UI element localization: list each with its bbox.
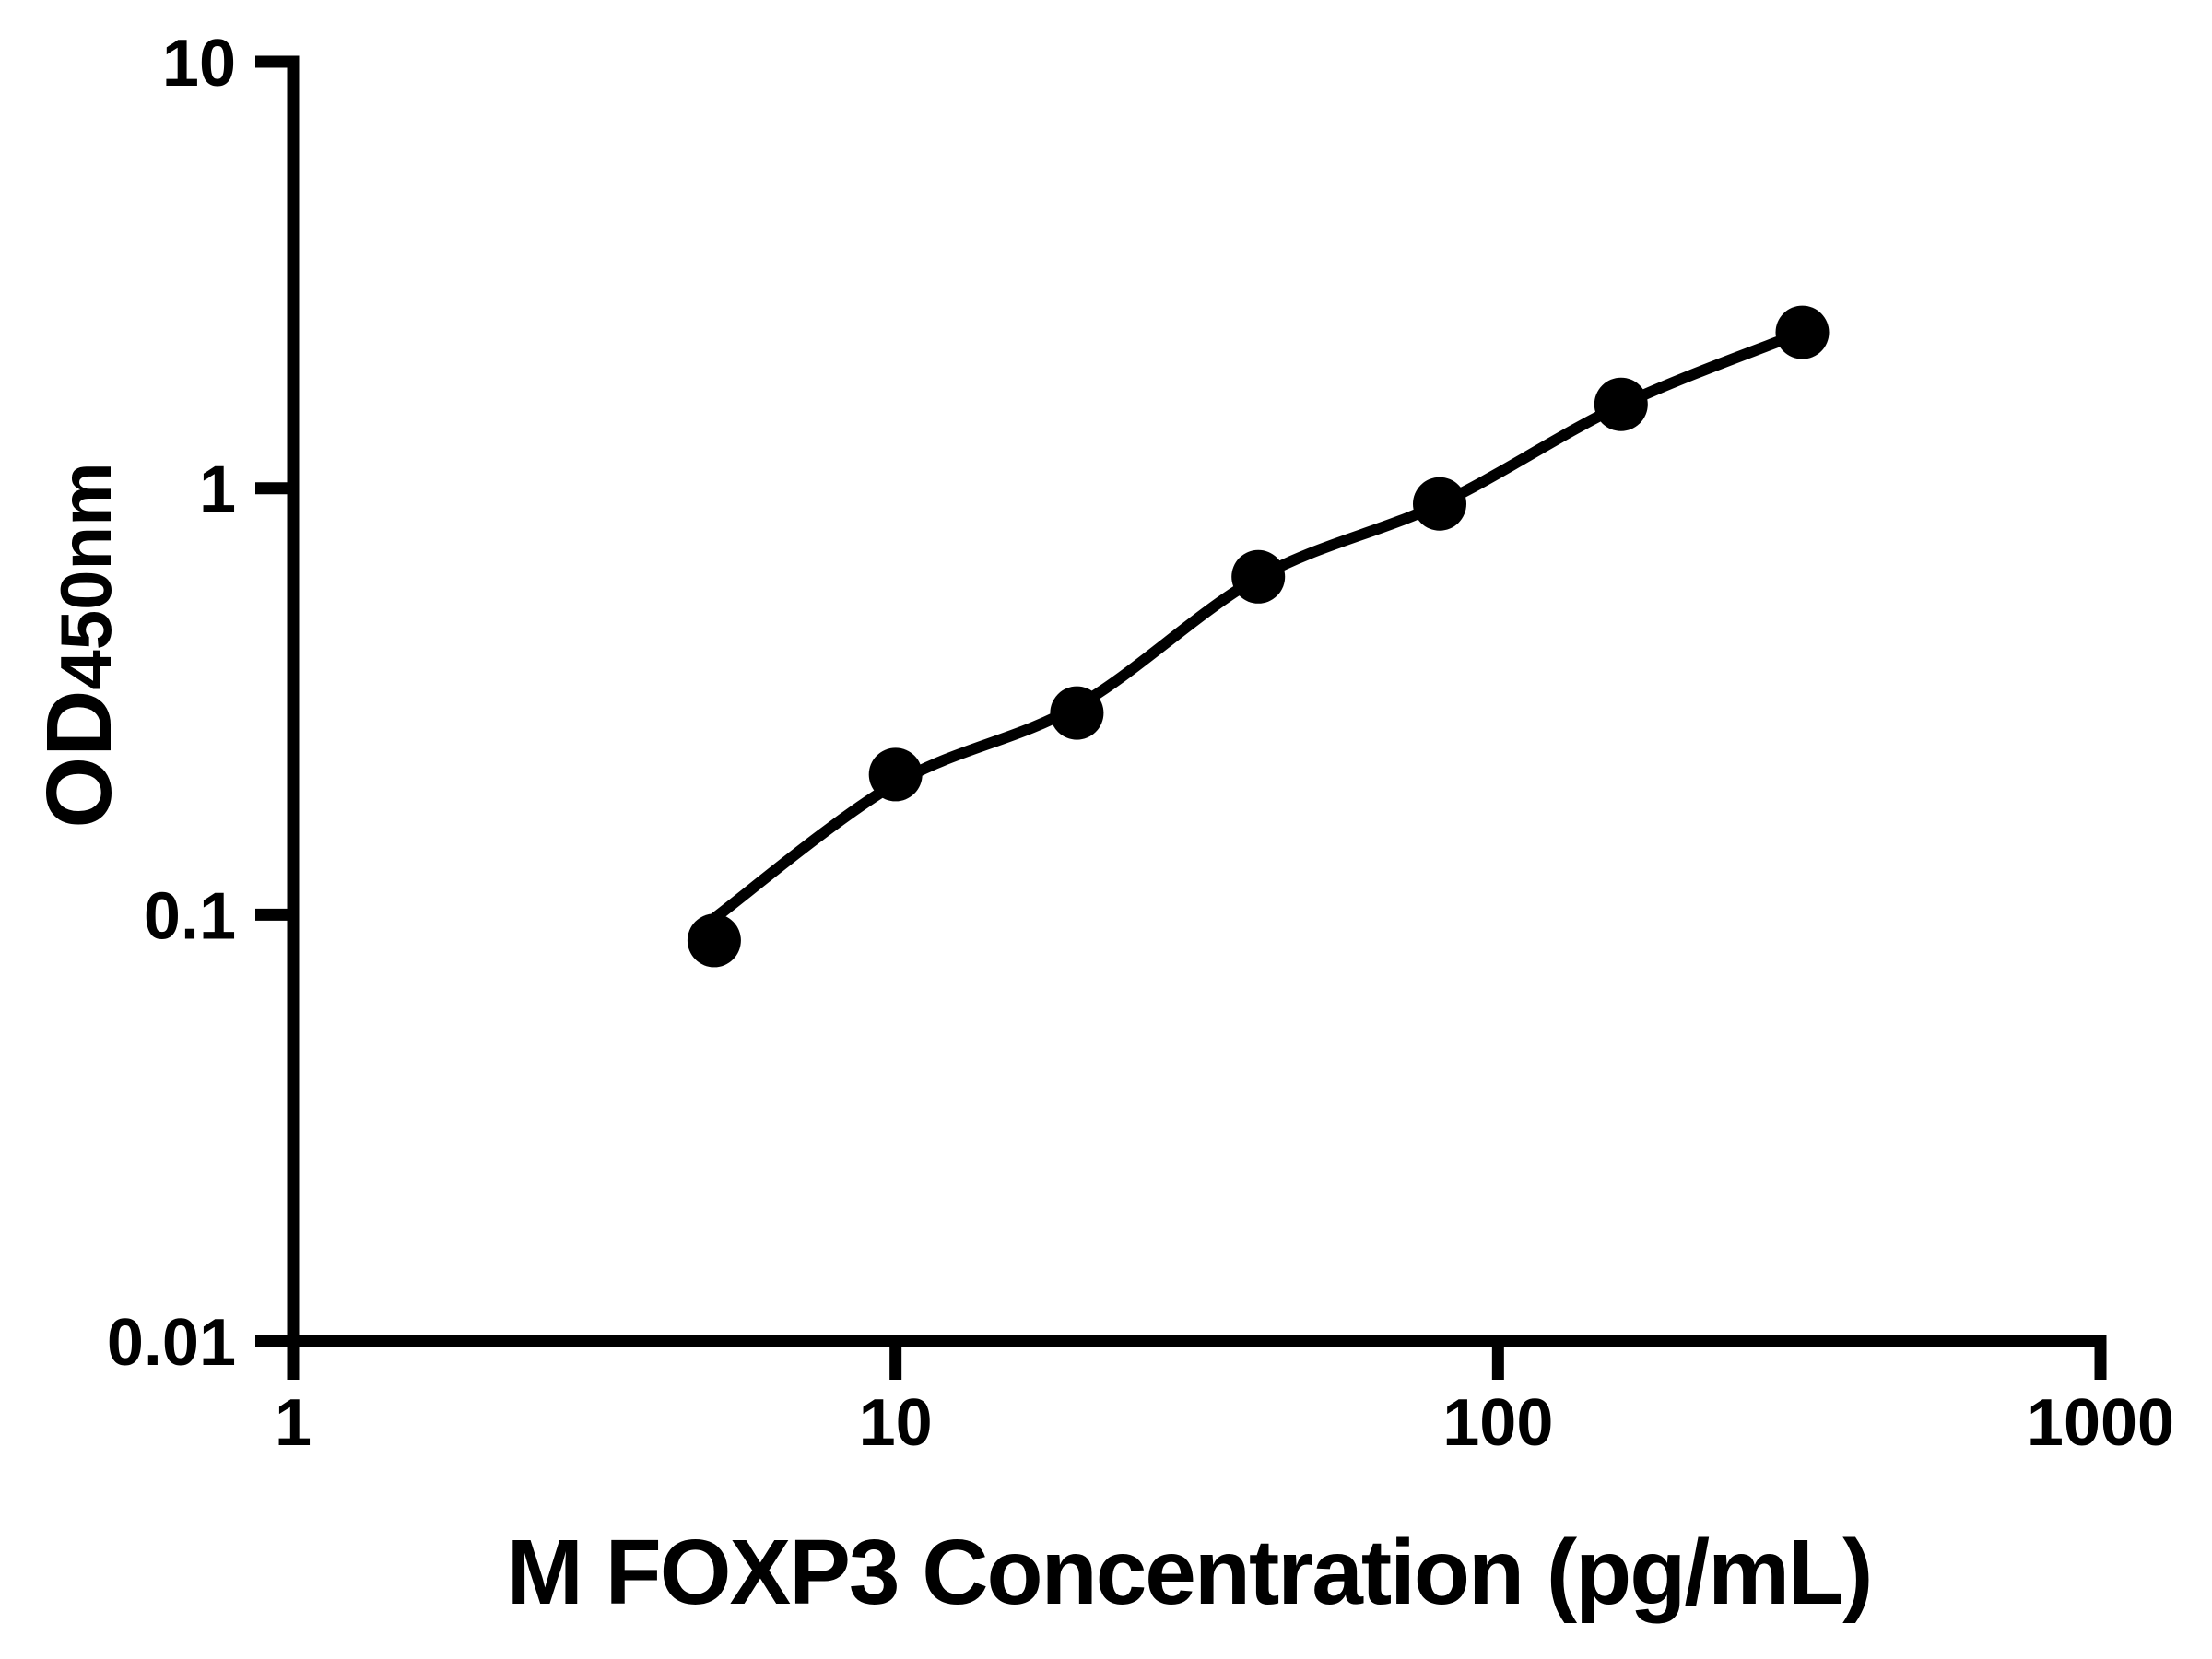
y-axis-title: OD450nm — [28, 462, 131, 828]
data-point — [1775, 305, 1830, 359]
y-ticks-group — [255, 55, 293, 1347]
x-tick-label: 1 — [275, 1386, 312, 1460]
y-axis-title-main: OD — [28, 690, 131, 829]
data-point — [868, 747, 923, 802]
data-point — [1413, 477, 1466, 531]
data-points-group — [687, 305, 1830, 968]
data-point — [1050, 686, 1104, 740]
y-axis-title-subscript: 450nm — [45, 462, 126, 689]
x-tick-label: 10 — [859, 1386, 933, 1460]
x-tick-label: 1000 — [2027, 1386, 2174, 1460]
data-point — [1231, 549, 1286, 604]
y-tick-label: 0.01 — [107, 1306, 236, 1380]
axes-group — [255, 55, 2107, 1380]
data-point — [1594, 377, 1648, 431]
y-tick-label: 1 — [199, 453, 236, 527]
x-ticks-group — [287, 1341, 2107, 1380]
y-tick-label: 0.1 — [144, 879, 236, 953]
y-tick-label: 10 — [162, 27, 236, 100]
data-point — [687, 913, 741, 968]
y-tick-labels-group: 10 1 0.1 0.01 — [107, 27, 236, 1380]
standard-curve-group — [687, 305, 1830, 968]
x-tick-labels-group: 1 10 100 1000 — [275, 1386, 2174, 1460]
x-axis-title: M FOXP3 Concentration (pg/mL) — [507, 1521, 1872, 1624]
x-tick-label: 100 — [1442, 1386, 1553, 1460]
